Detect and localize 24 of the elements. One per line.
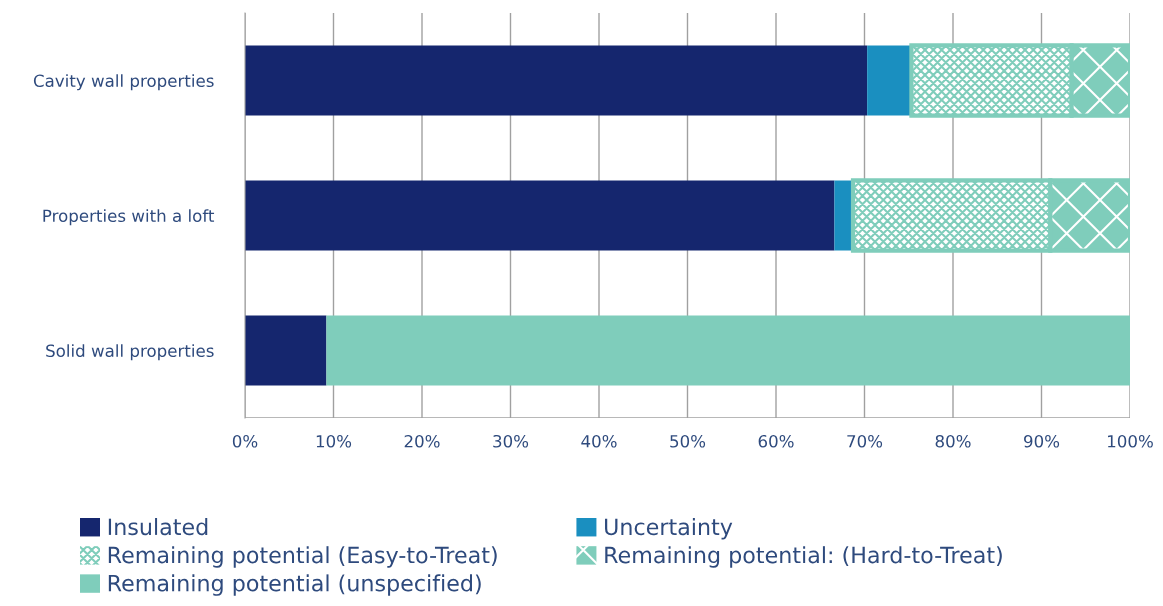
x-tick-label: 10% bbox=[316, 434, 352, 448]
y-tick-label: Cavity wall properties bbox=[33, 74, 214, 91]
legend-label: Remaining potential: (Hard-to-Treat) bbox=[605, 546, 1002, 568]
legend-label: Uncertainty bbox=[605, 518, 733, 540]
bar bbox=[326, 315, 1130, 386]
y-tick-label: Solid wall properties bbox=[46, 344, 214, 361]
bar bbox=[867, 45, 912, 116]
bar bbox=[245, 45, 868, 116]
x-tick-label: 60% bbox=[758, 434, 794, 448]
bar bbox=[245, 180, 835, 251]
x-tick-label: 30% bbox=[493, 434, 529, 448]
legend-label: Remaining potential (Easy-to-Treat) bbox=[108, 546, 497, 568]
x-tick-label: 90% bbox=[1024, 434, 1060, 448]
x-tick-label: 0% bbox=[232, 434, 258, 448]
bar bbox=[245, 315, 327, 386]
x-tick-label: 80% bbox=[935, 434, 971, 448]
x-tick-label: 70% bbox=[847, 434, 883, 448]
legend-label: Remaining potential (unspecified) bbox=[108, 574, 481, 596]
x-tick-label: 20% bbox=[404, 434, 440, 448]
x-tick-label: 40% bbox=[581, 434, 617, 448]
y-tick-label: Properties with a loft bbox=[43, 209, 215, 226]
x-tick-label: 50% bbox=[670, 434, 706, 448]
legend-label: Insulated bbox=[108, 518, 208, 536]
x-tick-label: 100% bbox=[1108, 434, 1153, 448]
